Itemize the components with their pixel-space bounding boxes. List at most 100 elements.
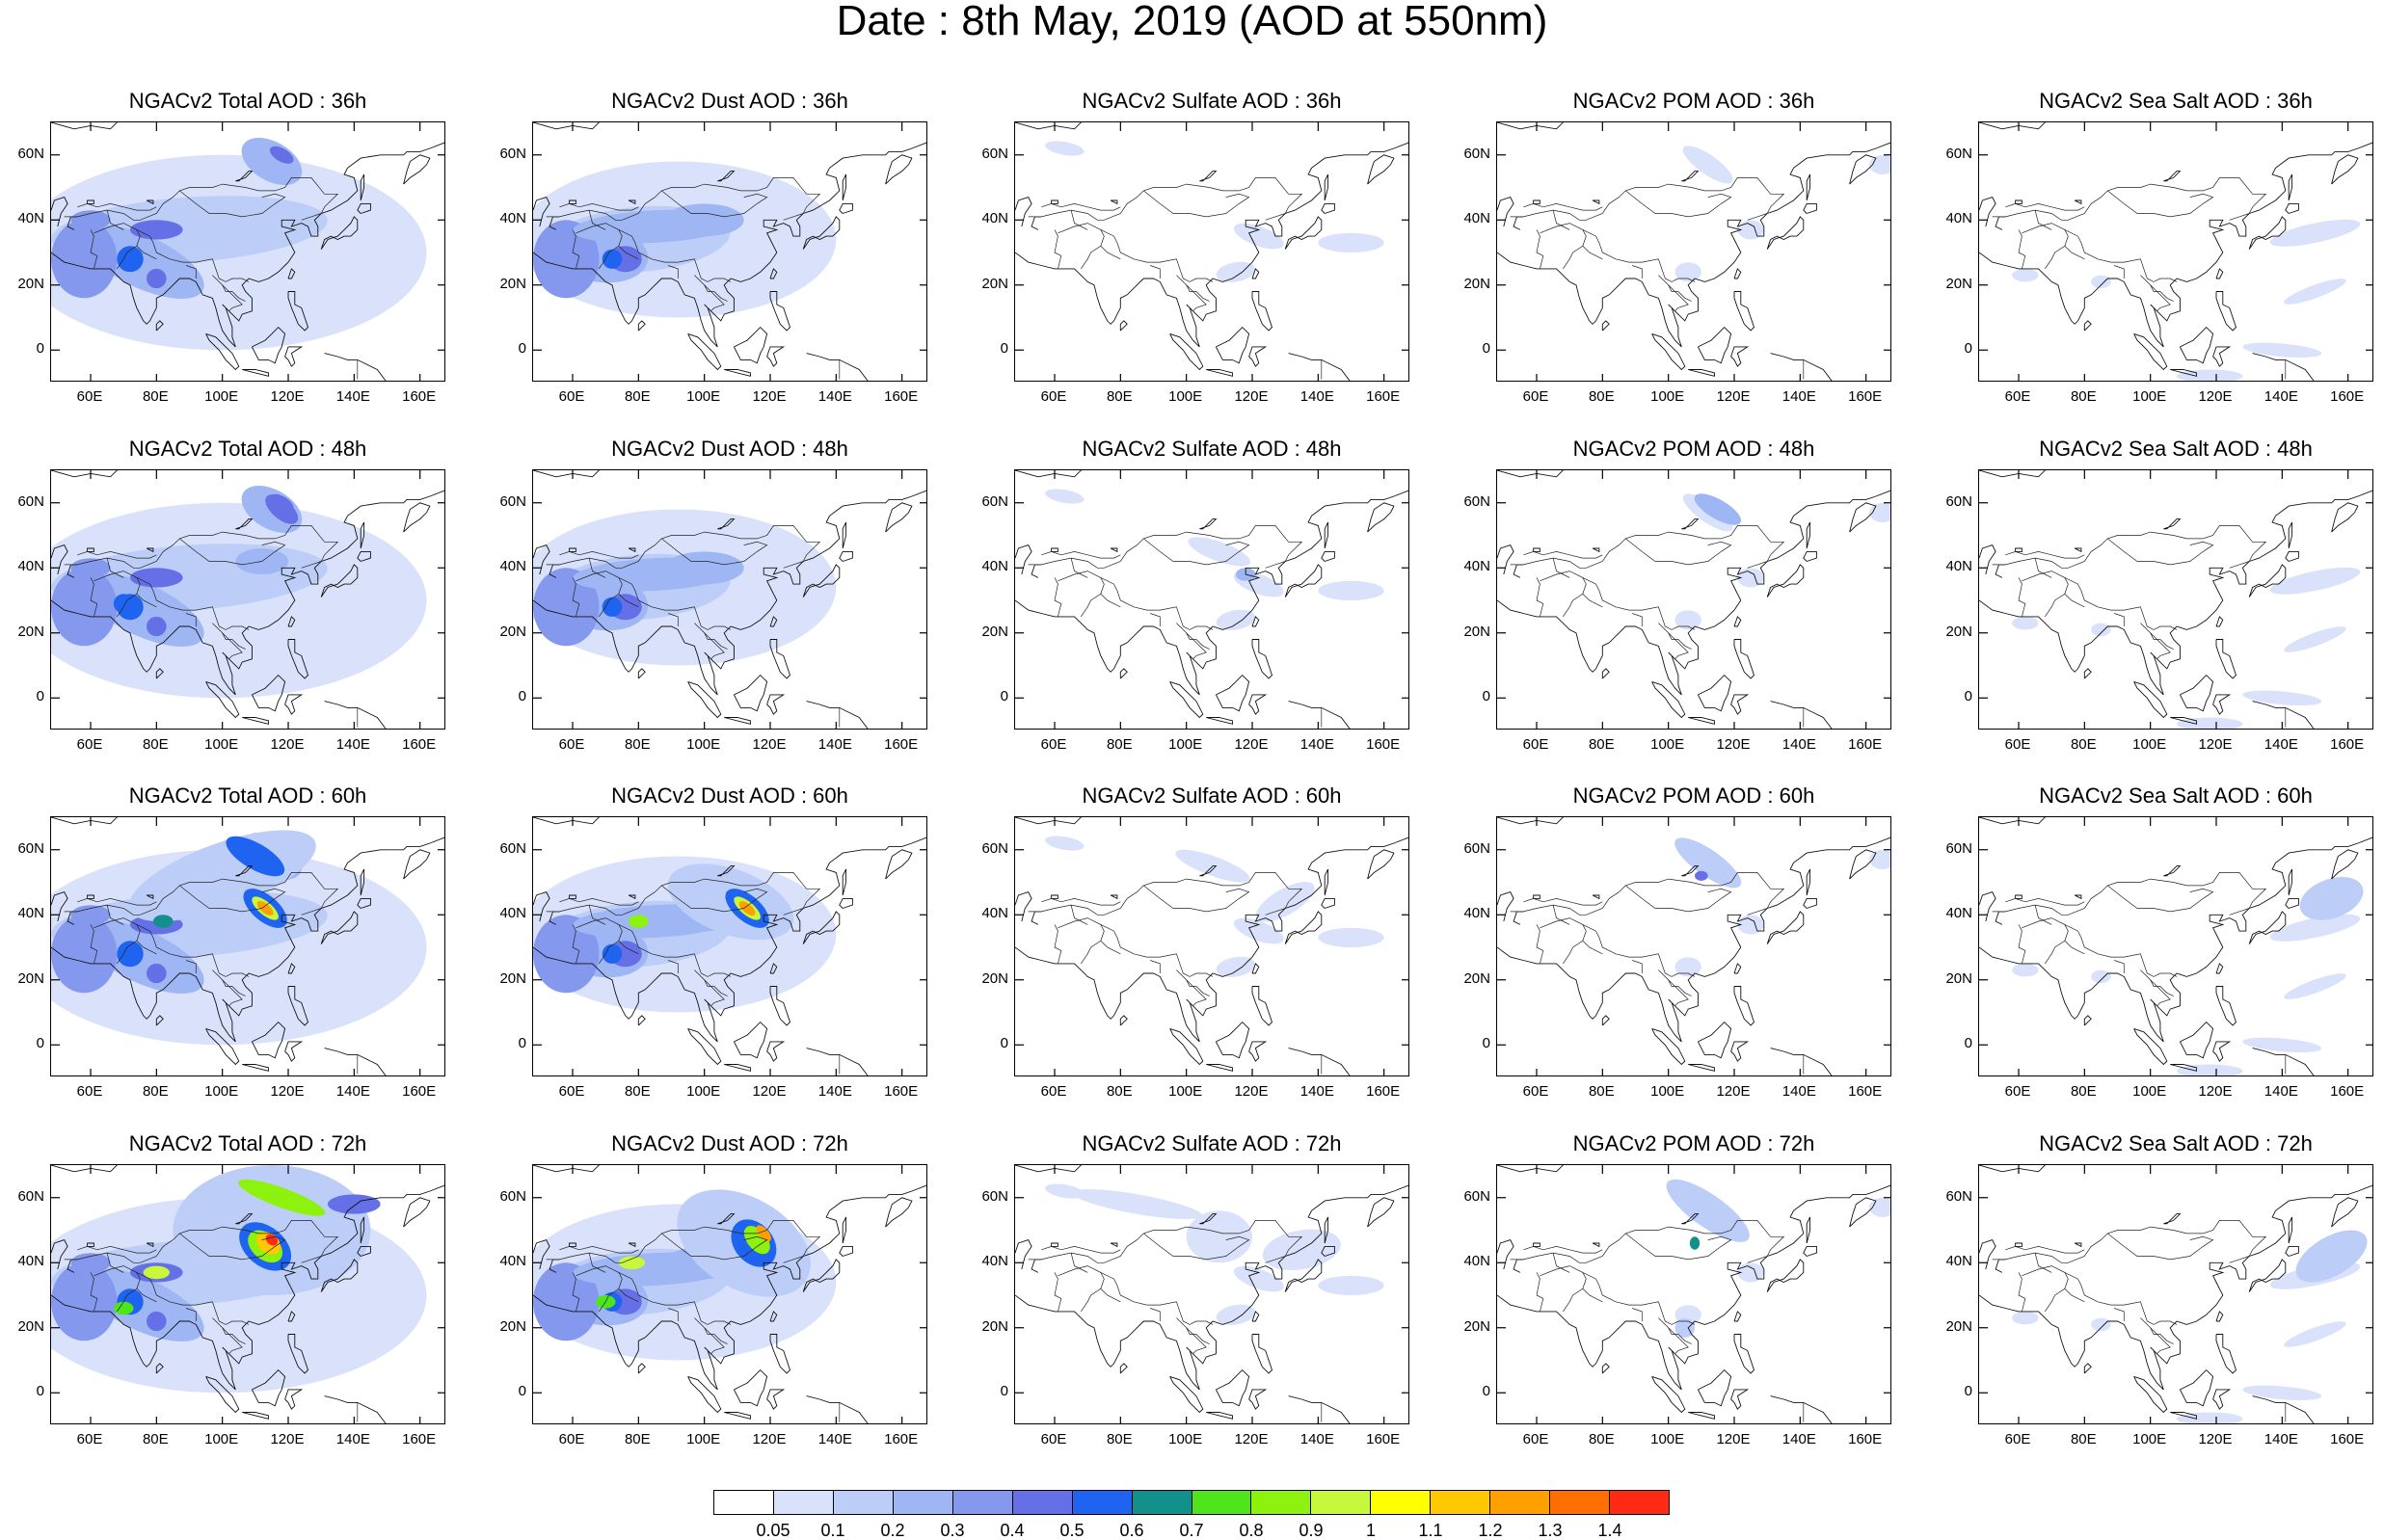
lat-label: 0: [36, 340, 44, 358]
lat-label: 60N: [981, 492, 1008, 510]
map-panel: [532, 469, 927, 730]
country-border: [704, 979, 728, 996]
lat-label: 60N: [1945, 839, 1972, 857]
map-panel: [532, 816, 927, 1076]
country-border: [2229, 908, 2250, 916]
panel-title: NGACv2 Total AOD : 60h: [128, 783, 367, 808]
lon-label: 60E: [76, 1083, 103, 1100]
coastline: [1288, 1395, 1351, 1423]
coastline: [2170, 369, 2197, 377]
lat-label: 40N: [981, 558, 1008, 575]
lat-label: 60N: [17, 145, 44, 162]
country-border: [667, 1308, 679, 1321]
coastline: [2083, 668, 2092, 679]
coastline: [1592, 1242, 1600, 1248]
lat-label: 40N: [981, 905, 1008, 922]
lon-label: 160E: [884, 1431, 919, 1447]
lat-label: 0: [1482, 340, 1490, 358]
country-border: [2140, 275, 2171, 312]
coastline: [1601, 320, 1610, 332]
coastline: [1206, 1064, 1233, 1072]
lon-label: 140E: [817, 1431, 852, 1447]
country-border: [90, 229, 98, 269]
coastline: [1251, 1311, 1260, 1322]
coastline: [2252, 1048, 2315, 1075]
aod-field: [1979, 122, 2372, 381]
coastline: [403, 1197, 431, 1228]
country-border: [301, 561, 322, 569]
colorbar-swatch: [773, 1491, 834, 1514]
coastline: [766, 1389, 786, 1410]
aod-blob: [618, 1256, 646, 1270]
country-border: [1054, 924, 1062, 964]
coastline: [2248, 564, 2287, 597]
lat-label: 60N: [981, 839, 1008, 857]
aod-blob: [2269, 914, 2361, 942]
aod-blob: [1737, 915, 1764, 935]
coastline: [687, 332, 722, 371]
lat-label: 20N: [1463, 275, 1490, 292]
coastline: [2163, 518, 2182, 530]
aod-blob: [2284, 279, 2346, 305]
coastline: [87, 547, 94, 552]
map-panel: [50, 469, 445, 730]
coastline: [1651, 1375, 1686, 1414]
panel-title: NGACv2 Sea Salt AOD : 48h: [2039, 437, 2313, 461]
country-border: [1070, 1253, 1088, 1273]
coastline: [2083, 320, 2092, 332]
country-border: [2018, 229, 2026, 269]
map-panel: [532, 1164, 927, 1424]
coastline: [1849, 154, 1877, 185]
coastline: [1766, 564, 1805, 597]
aod-blob: [664, 551, 744, 585]
country-border: [1523, 203, 1603, 211]
country-border: [1070, 210, 1088, 230]
lon-label: 60E: [1522, 1431, 1549, 1447]
coastline: [1533, 1242, 1540, 1247]
coastline: [628, 1242, 636, 1248]
aod-blob: [1216, 609, 1256, 630]
lon-label: 80E: [1106, 388, 1133, 405]
aod-blob: [238, 1179, 326, 1216]
coastline: [1215, 1021, 1250, 1059]
lat-label: 60N: [17, 492, 44, 510]
lon-label: 160E: [402, 1083, 437, 1100]
country-border: [136, 941, 157, 955]
coastline: [2133, 1027, 2168, 1066]
coastline: [235, 518, 254, 530]
aod-blob: [117, 246, 144, 273]
coastline: [1321, 202, 1335, 214]
aod-blob: [130, 568, 183, 588]
coastline: [533, 197, 550, 227]
country-border: [136, 594, 157, 608]
country-border: [2140, 623, 2171, 660]
country-border: [1536, 1272, 1544, 1312]
aod-blob: [147, 1311, 167, 1332]
coastline: [1248, 346, 1268, 367]
coastline: [2163, 171, 2182, 182]
coastline: [2285, 550, 2299, 562]
aod-blob: [1045, 836, 1085, 851]
country-border: [1523, 898, 1603, 906]
lon-label: 100E: [686, 388, 721, 405]
coastline: [205, 332, 240, 371]
lat-label: 0: [518, 1383, 526, 1400]
aod-blob: [1045, 489, 1085, 504]
country-border: [2113, 265, 2125, 279]
coastline: [205, 1375, 240, 1414]
lat-label: 60N: [1463, 492, 1490, 510]
country-border: [1552, 905, 1570, 925]
lon-label: 160E: [2330, 388, 2365, 405]
coastline: [1215, 674, 1250, 712]
coastline: [1497, 142, 1890, 348]
country-border: [1041, 898, 1121, 906]
colorbar-label: 0.8: [1239, 1521, 1264, 1540]
coastline: [1697, 674, 1732, 712]
country-border: [1536, 577, 1544, 617]
coastline: [1806, 173, 1811, 201]
coastline: [769, 268, 778, 279]
coastline: [1199, 171, 1218, 182]
coastline: [357, 202, 371, 214]
coastline: [87, 1242, 94, 1247]
coastline: [51, 544, 68, 575]
